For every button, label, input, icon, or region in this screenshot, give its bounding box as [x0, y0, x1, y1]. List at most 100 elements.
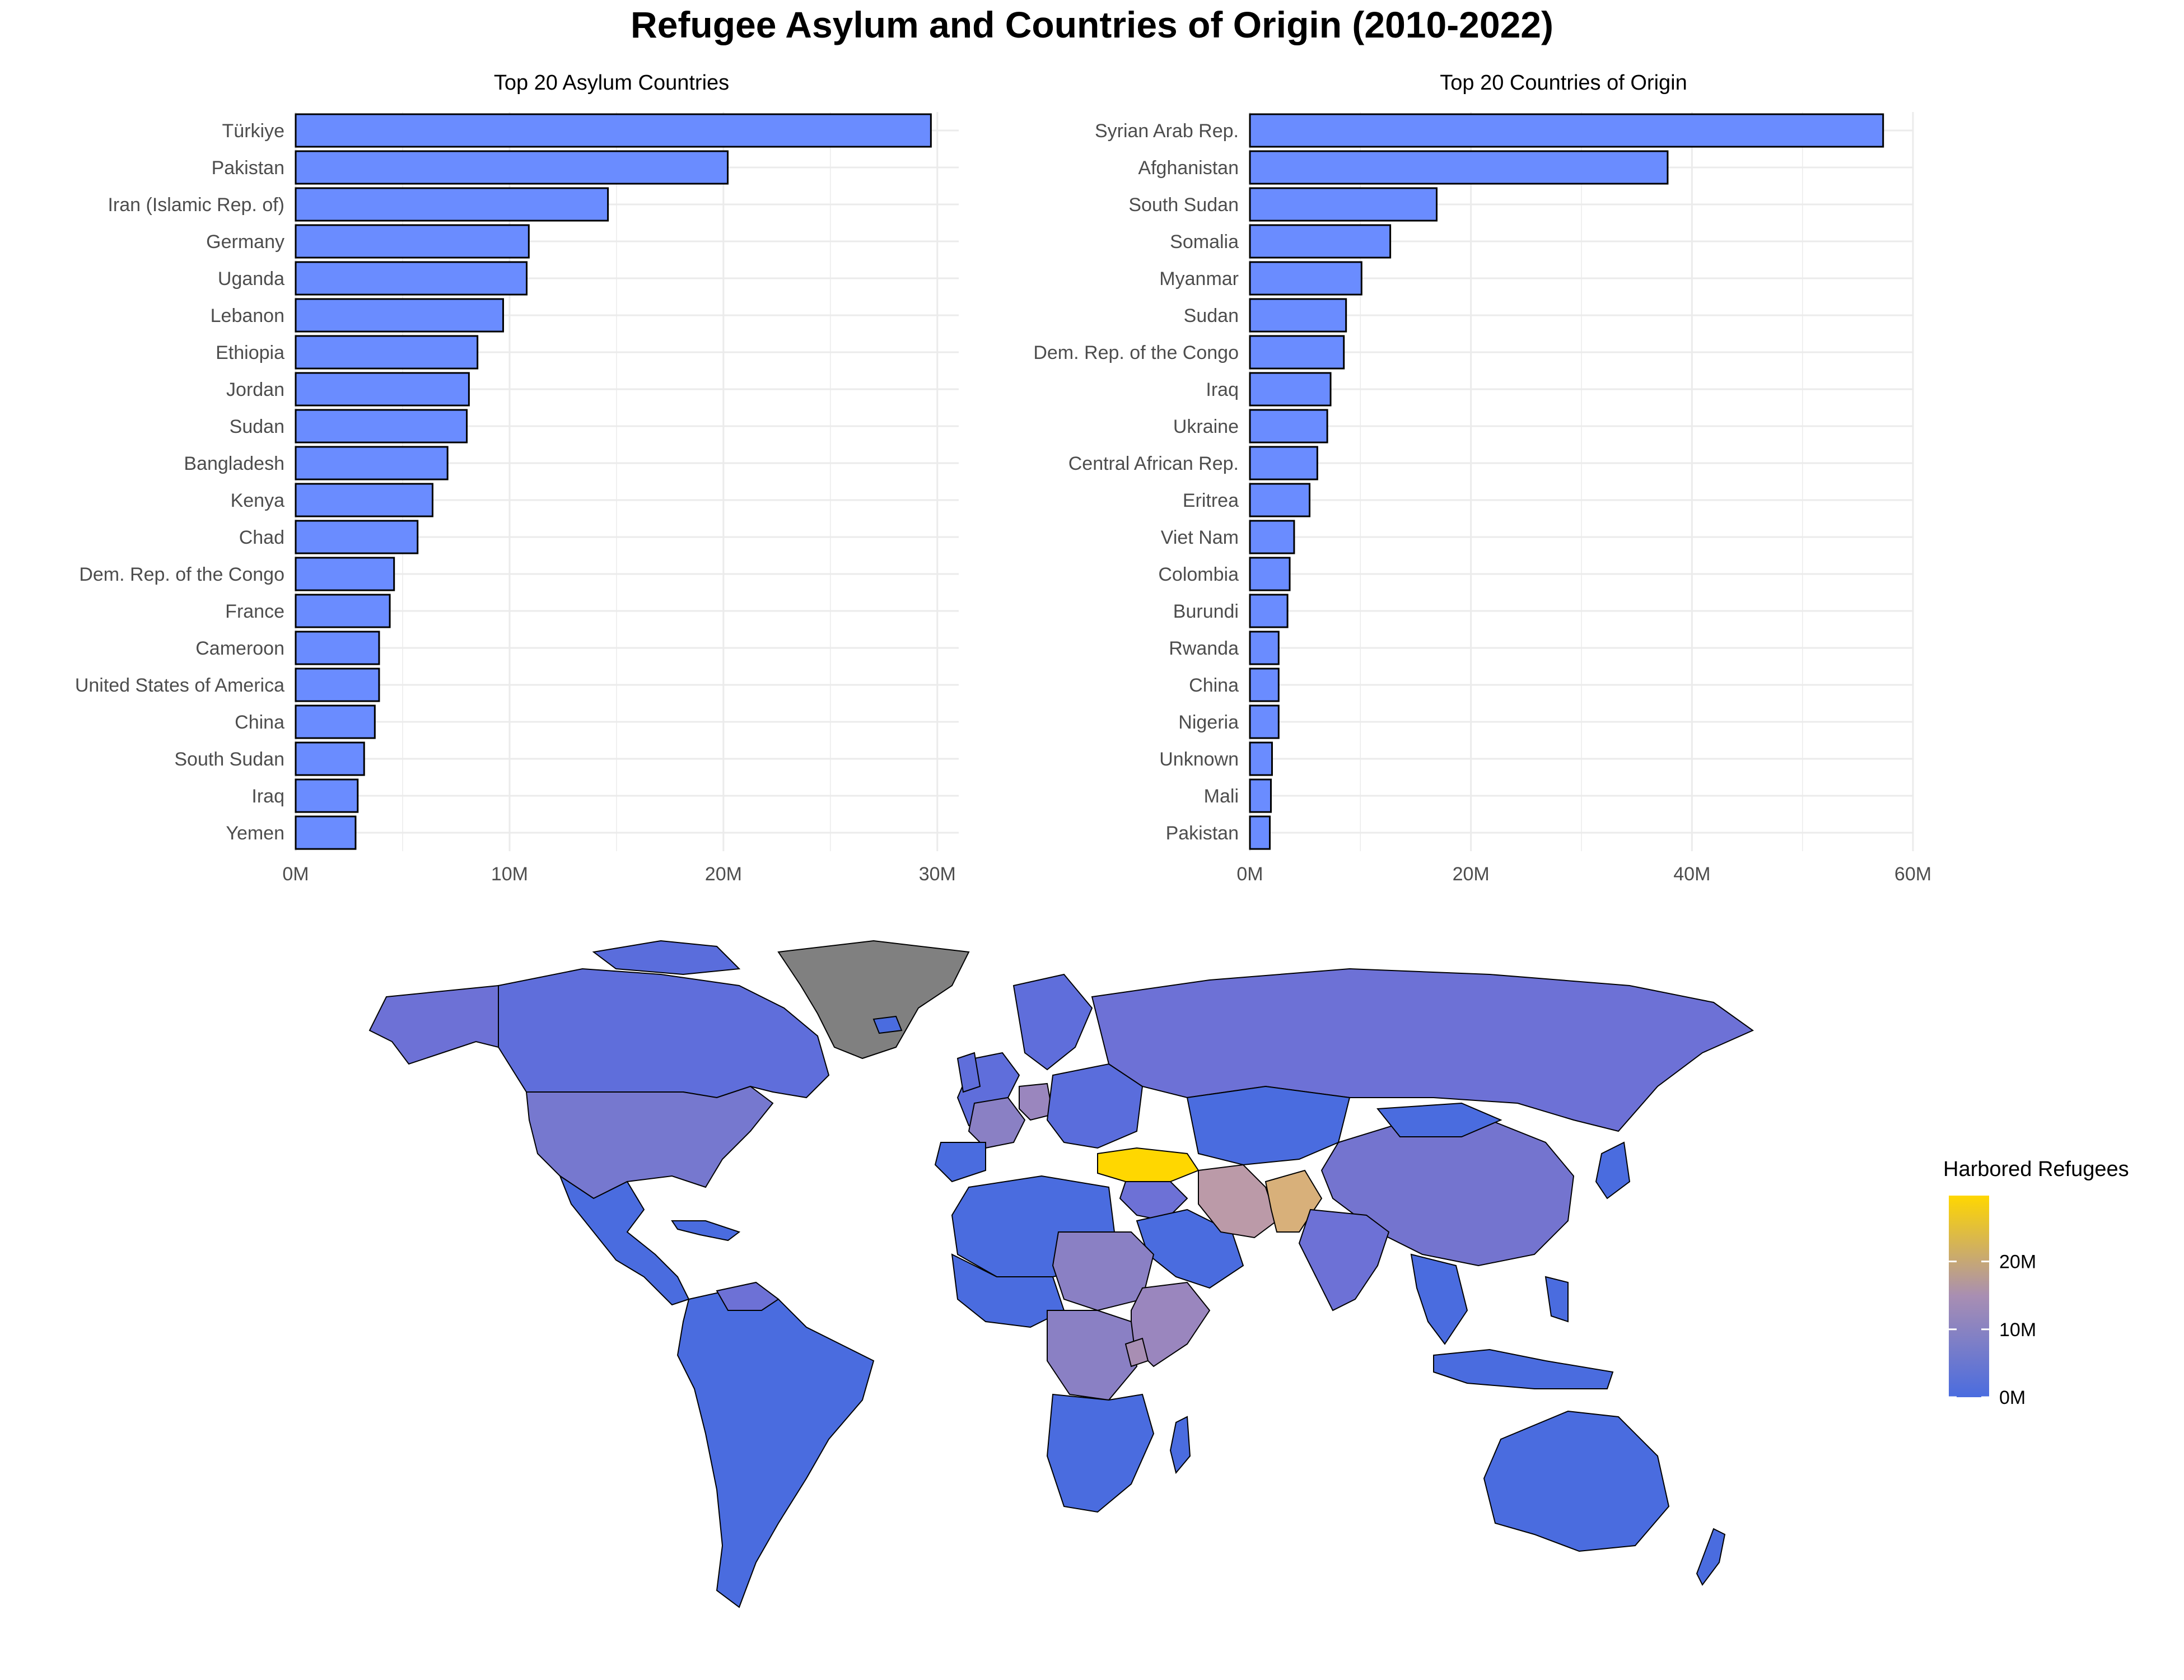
asylum-bar-chart: Top 20 Asylum Countries Türkiye Pakistan Ir…	[75, 71, 959, 885]
category-label: Dem. Rep. of the Congo	[79, 564, 284, 585]
category-label: South Sudan	[1128, 194, 1239, 216]
category-labels: Syrian Arab Rep. Afghanistan South Sudan So…	[1033, 120, 1239, 844]
category-label: Ethiopia	[216, 342, 284, 363]
x-tick-label: 30M	[919, 864, 956, 885]
bar-yemen	[295, 815, 357, 850]
world-choropleth-map	[368, 940, 1754, 1608]
bar-sudan	[295, 409, 468, 444]
region-caribbean	[671, 1220, 741, 1242]
region-iberia	[934, 1142, 986, 1183]
bar-iraq	[295, 778, 359, 813]
region-turkey	[1097, 1147, 1200, 1182]
bar-dem-rep-of-the-congo	[295, 557, 395, 591]
region-scandinavia	[1012, 973, 1093, 1071]
bar-cameroon	[295, 631, 380, 665]
category-label: Mali	[1204, 786, 1239, 807]
bar-south-sudan	[295, 741, 365, 776]
region-australia	[1483, 1410, 1670, 1552]
region-central-africa	[1047, 1310, 1138, 1401]
bar-colombia	[1249, 557, 1291, 591]
region-india	[1298, 1208, 1390, 1312]
region-canada	[498, 968, 830, 1099]
legend-tick-label: 10M	[1999, 1319, 2036, 1341]
category-label: Nigeria	[1178, 712, 1239, 733]
x-tick-label: 20M	[705, 864, 742, 885]
category-label: Iraq	[251, 786, 284, 807]
x-axis-ticks: 0M 20M 40M 60M	[1236, 864, 1931, 885]
bar-central-african-rep-	[1249, 446, 1318, 480]
category-label: Dem. Rep. of the Congo	[1033, 342, 1239, 363]
category-label: Afghanistan	[1138, 157, 1239, 179]
category-label: Unknown	[1159, 749, 1239, 770]
bar-iran-islamic-rep-of-	[295, 187, 609, 222]
region-uk	[956, 1052, 981, 1093]
region-chad-sudan	[1052, 1231, 1155, 1312]
bar-pakistan	[1249, 815, 1271, 850]
bar-mali	[1249, 778, 1272, 813]
category-label: Lebanon	[211, 305, 284, 326]
bar-ukraine	[1249, 409, 1328, 444]
bar-syrian-arab-rep-	[1249, 113, 1884, 148]
region-uganda	[1124, 1337, 1149, 1368]
category-label: Bangladesh	[184, 453, 284, 474]
x-axis-ticks: 0M 10M 20M 30M	[282, 864, 955, 885]
category-label: Uganda	[218, 268, 284, 290]
region-greenland	[777, 940, 970, 1060]
bar-kenya	[295, 483, 433, 517]
region-iran	[1198, 1164, 1278, 1239]
category-label: Myanmar	[1159, 268, 1239, 290]
bar-uganda	[295, 261, 528, 296]
region-venezuela	[716, 1281, 780, 1311]
category-label: Viet Nam	[1161, 527, 1239, 548]
category-label: Pakistan	[1166, 823, 1239, 844]
gridlines	[295, 112, 959, 851]
region-france	[968, 1096, 1026, 1149]
bar-lebanon	[295, 298, 504, 333]
category-label: South Sudan	[174, 749, 284, 770]
category-label: Sudan	[230, 416, 284, 437]
bar-chad	[295, 520, 419, 554]
category-label: Syrian Arab Rep.	[1095, 120, 1239, 142]
region-philippines	[1544, 1276, 1569, 1323]
bar-viet-nam	[1249, 520, 1295, 554]
region-east-africa	[1131, 1281, 1211, 1368]
panel-title: Top 20 Asylum Countries	[494, 71, 729, 95]
region-madagascar	[1169, 1416, 1191, 1474]
bar-iraq	[1249, 372, 1332, 407]
category-label: Ukraine	[1173, 416, 1239, 437]
category-labels: Türkiye Pakistan Iran (Islamic Rep. of) Ger…	[75, 120, 284, 844]
legend-tick-label: 0M	[1999, 1387, 2026, 1408]
category-label: Yemen	[226, 823, 284, 844]
category-label: Cameroon	[195, 638, 284, 659]
category-label: Sudan	[1184, 305, 1239, 326]
bar-eritrea	[1249, 483, 1311, 517]
bar-jordan	[295, 372, 470, 407]
category-label: Chad	[239, 527, 284, 548]
bar-afghanistan	[1249, 150, 1669, 185]
bar-myanmar	[1249, 261, 1362, 296]
category-label: Central African Rep.	[1068, 453, 1239, 474]
region-new-zealand	[1696, 1528, 1726, 1586]
legend-tick-label: 20M	[1999, 1252, 2036, 1273]
region-south-america	[676, 1287, 875, 1608]
category-label: Germany	[206, 231, 284, 253]
bar-dem-rep-of-the-congo	[1249, 335, 1345, 370]
bar-ethiopia	[295, 335, 479, 370]
x-tick-label: 0M	[282, 864, 309, 885]
bar-germany	[295, 224, 530, 259]
category-label: Kenya	[231, 490, 284, 511]
region-southeast-asia	[1410, 1253, 1468, 1345]
bar-burundi	[1249, 594, 1289, 628]
origin-bar-chart: Top 20 Countries of Origin Syrian Arab Re…	[1033, 71, 1931, 885]
x-tick-label: 60M	[1894, 864, 1931, 885]
category-label: United States of America	[75, 675, 284, 696]
region-arctic-islands	[592, 940, 741, 976]
legend-colorbar	[1949, 1196, 1989, 1397]
category-label: China	[235, 712, 284, 733]
category-label: China	[1189, 675, 1239, 696]
bar-united-states-of-america	[295, 668, 380, 702]
region-japan	[1595, 1141, 1631, 1200]
region-usa	[525, 1085, 774, 1200]
map-countries	[368, 940, 1754, 1608]
bar-china	[295, 704, 376, 739]
